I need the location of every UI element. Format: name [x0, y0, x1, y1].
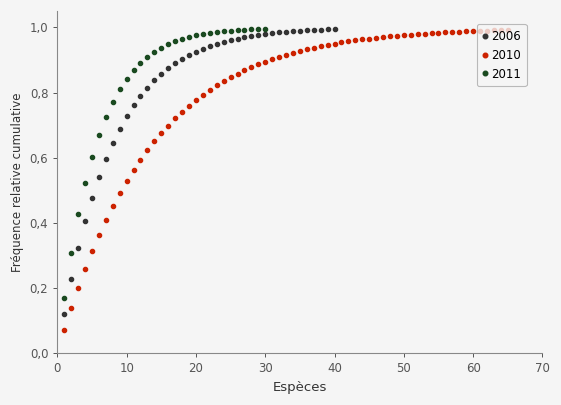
2010: [442, 30, 449, 35]
2006: [269, 31, 275, 36]
2011: [227, 28, 234, 33]
2010: [165, 123, 172, 128]
2011: [75, 212, 81, 217]
2011: [116, 87, 123, 92]
2006: [130, 103, 137, 108]
2011: [151, 49, 158, 54]
2006: [95, 175, 102, 179]
Line: 2006: 2006: [62, 27, 337, 315]
2011: [262, 26, 269, 31]
2006: [283, 30, 289, 34]
Line: 2011: 2011: [62, 27, 267, 301]
2011: [103, 114, 109, 119]
2006: [297, 28, 304, 33]
Y-axis label: Fréquence relative cumulative: Fréquence relative cumulative: [11, 92, 24, 272]
2011: [61, 296, 68, 301]
2006: [151, 78, 158, 83]
2006: [248, 34, 255, 38]
2006: [262, 32, 269, 36]
2006: [144, 85, 151, 90]
2006: [123, 114, 130, 119]
2011: [82, 181, 89, 185]
2006: [103, 156, 109, 161]
2006: [324, 27, 331, 32]
2006: [213, 41, 220, 46]
2006: [186, 53, 192, 58]
2006: [289, 29, 296, 34]
2011: [241, 27, 248, 32]
2010: [289, 51, 296, 55]
Line: 2010: 2010: [62, 28, 510, 332]
2011: [109, 99, 116, 104]
2006: [165, 66, 172, 70]
2011: [165, 42, 172, 47]
2006: [158, 71, 164, 76]
2006: [234, 36, 241, 41]
X-axis label: Espèces: Espèces: [273, 381, 327, 394]
2006: [75, 245, 81, 250]
2006: [275, 30, 282, 35]
2006: [109, 140, 116, 145]
2006: [310, 28, 317, 32]
2006: [192, 49, 199, 54]
2006: [200, 46, 206, 51]
2010: [192, 98, 199, 102]
2011: [172, 39, 178, 44]
2011: [220, 29, 227, 34]
2006: [179, 56, 186, 61]
2011: [123, 76, 130, 81]
2006: [137, 94, 144, 98]
2006: [255, 32, 261, 37]
2010: [61, 327, 68, 332]
2011: [95, 132, 102, 137]
2006: [82, 219, 89, 224]
2010: [490, 28, 497, 33]
2006: [206, 44, 213, 49]
2011: [137, 60, 144, 65]
2011: [158, 45, 164, 50]
2011: [179, 36, 186, 41]
2011: [192, 33, 199, 38]
2006: [220, 39, 227, 44]
2011: [68, 250, 75, 255]
2006: [68, 276, 75, 281]
2006: [331, 27, 338, 32]
2011: [234, 28, 241, 32]
2011: [213, 30, 220, 34]
2011: [186, 35, 192, 40]
2006: [318, 27, 324, 32]
2006: [116, 126, 123, 131]
2006: [89, 195, 95, 200]
2010: [504, 28, 511, 32]
2011: [200, 32, 206, 36]
2006: [304, 28, 310, 33]
Legend: 2006, 2010, 2011: 2006, 2010, 2011: [477, 24, 527, 87]
2011: [89, 154, 95, 159]
2011: [206, 30, 213, 35]
2011: [144, 54, 151, 59]
2006: [61, 311, 68, 316]
2010: [248, 65, 255, 70]
2011: [255, 26, 261, 31]
2006: [241, 35, 248, 40]
2006: [227, 38, 234, 43]
2011: [248, 27, 255, 32]
2011: [130, 68, 137, 72]
2006: [172, 61, 178, 66]
